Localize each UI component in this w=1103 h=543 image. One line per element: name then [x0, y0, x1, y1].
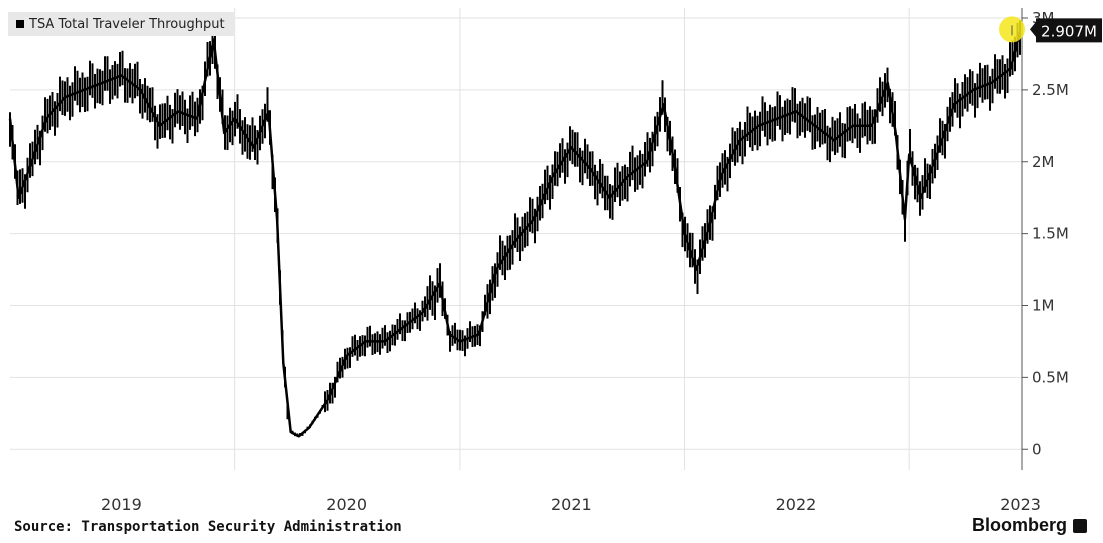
x-tick-label: 2019 — [101, 495, 142, 514]
brand-name: Bloomberg — [971, 515, 1067, 535]
x-tick-label: 2023 — [1000, 495, 1041, 514]
last-value-marker: 2.907M — [999, 16, 1102, 43]
series-daily-band — [9, 20, 1021, 437]
y-tick-label: 1M — [1032, 297, 1055, 315]
source-note: Source: Transportation Security Administ… — [14, 519, 402, 535]
y-tick-label: 2M — [1032, 153, 1055, 171]
series-line — [8, 31, 1022, 438]
x-tick-label: 2020 — [326, 495, 367, 514]
y-tick-label: 2.5M — [1032, 81, 1069, 99]
legend: TSA Total Traveler Throughput — [8, 12, 235, 36]
legend-label: TSA Total Traveler Throughput — [29, 16, 225, 32]
series-layer — [8, 20, 1022, 438]
last-value-box — [1036, 18, 1102, 43]
y-tick-label: 0.5M — [1032, 368, 1069, 386]
x-tick-label: 2021 — [551, 495, 592, 514]
x-axis: 2019 2020 2021 2022 2023 — [101, 495, 1041, 514]
bloomberg-terminal-icon — [1073, 518, 1087, 533]
x-tick-label: 2022 — [776, 495, 817, 514]
legend-swatch — [16, 20, 24, 28]
last-value-label: 2.907M — [1041, 22, 1097, 40]
y-tick-label: 0 — [1032, 440, 1042, 458]
bloomberg-logo: Bloomberg — [972, 515, 1087, 536]
y-tick-label: 1.5M — [1032, 225, 1069, 243]
